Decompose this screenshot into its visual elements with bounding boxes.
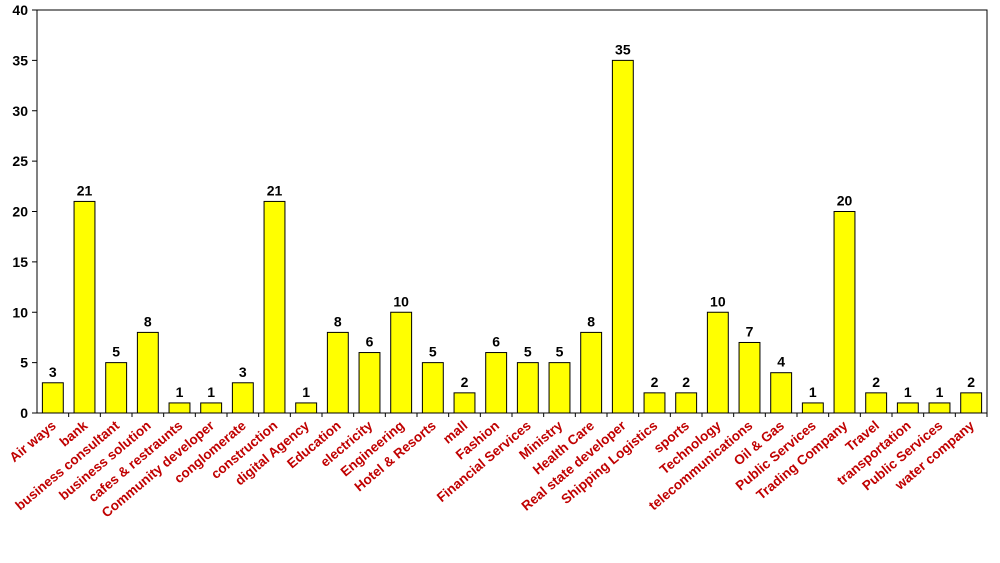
bar <box>358 352 381 414</box>
data-label: 1 <box>176 384 184 400</box>
bar <box>865 392 888 414</box>
bar <box>136 331 159 414</box>
bars <box>41 59 983 414</box>
y-tick-label: 35 <box>12 52 28 68</box>
bar <box>231 382 254 414</box>
bar <box>105 362 128 414</box>
bar <box>453 392 476 414</box>
bar <box>833 211 856 414</box>
y-tick-label: 15 <box>12 254 28 270</box>
data-label: 8 <box>334 313 342 329</box>
x-tick-label: Air ways <box>7 418 59 465</box>
bar <box>960 392 983 414</box>
plot-area <box>36 9 988 414</box>
data-label: 21 <box>267 182 283 198</box>
data-label: 6 <box>366 334 374 350</box>
data-label: 1 <box>302 384 310 400</box>
data-label: 6 <box>492 334 500 350</box>
data-label: 8 <box>587 313 595 329</box>
bar <box>643 392 666 414</box>
bar <box>200 402 223 414</box>
bar <box>928 402 951 414</box>
data-label: 2 <box>872 374 880 390</box>
data-label: 1 <box>207 384 215 400</box>
data-label: 3 <box>49 364 57 380</box>
data-label: 5 <box>524 344 532 360</box>
data-label: 35 <box>615 41 631 57</box>
data-label: 2 <box>461 374 469 390</box>
data-label: 10 <box>710 293 726 309</box>
bar <box>548 362 571 414</box>
data-label: 1 <box>904 384 912 400</box>
data-label: 1 <box>936 384 944 400</box>
bar <box>738 341 761 414</box>
data-label: 2 <box>651 374 659 390</box>
bar <box>295 402 318 414</box>
y-tick-label: 20 <box>12 204 28 220</box>
bar <box>611 59 634 414</box>
data-label: 10 <box>393 293 409 309</box>
data-label: 3 <box>239 364 247 380</box>
bar <box>801 402 824 414</box>
y-tick-label: 0 <box>20 405 28 421</box>
bar <box>73 200 96 414</box>
bar <box>326 331 349 414</box>
y-tick-label: 40 <box>12 2 28 18</box>
data-label: 8 <box>144 313 152 329</box>
data-label: 4 <box>777 354 785 370</box>
bar <box>41 382 64 414</box>
bar <box>421 362 444 414</box>
data-label: 2 <box>682 374 690 390</box>
data-label: 1 <box>809 384 817 400</box>
y-tick-label: 10 <box>12 304 28 320</box>
data-label: 5 <box>112 344 120 360</box>
data-label: 21 <box>77 182 93 198</box>
y-axis: 0 5 10 15 20 25 30 35 40 <box>12 2 37 421</box>
data-label: 5 <box>429 344 437 360</box>
bar <box>896 402 919 414</box>
bar <box>675 392 698 414</box>
bar <box>770 372 793 414</box>
bar <box>390 311 413 414</box>
data-label: 7 <box>746 323 754 339</box>
y-tick-label: 30 <box>12 103 28 119</box>
bar <box>580 331 603 414</box>
bar <box>263 200 286 414</box>
bar <box>706 311 729 414</box>
y-tick-label: 5 <box>20 355 28 371</box>
data-label: 5 <box>556 344 564 360</box>
bar <box>168 402 191 414</box>
data-label: 2 <box>967 374 975 390</box>
y-tick-label: 25 <box>12 153 28 169</box>
bar <box>485 352 508 414</box>
bar <box>516 362 539 414</box>
data-label: 20 <box>837 193 853 209</box>
